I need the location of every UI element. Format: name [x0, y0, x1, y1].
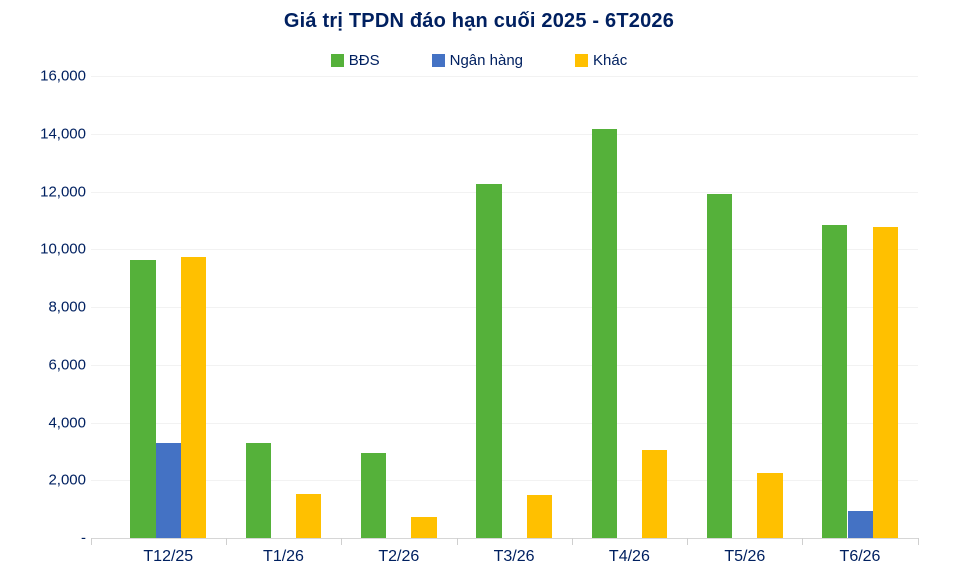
x-axis-tick [687, 538, 689, 545]
y-axis-tick-label: 2,000 [48, 471, 86, 489]
y-axis-tick-label: - [81, 529, 86, 547]
chart-title: Giá trị TPDN đáo hạn cuối 2025 - 6T2026 [283, 10, 675, 32]
y-axis-tick-label: 6,000 [48, 356, 86, 374]
legend-item-ngan-hang: Ngân hàng [431, 52, 524, 69]
x-axis-tick [341, 538, 343, 545]
legend-label: BĐS [348, 52, 380, 69]
legend-swatch-b-s-icon [330, 54, 344, 67]
gridline [91, 134, 918, 135]
bar-b-s-t4-26 [591, 128, 617, 538]
gridline [91, 249, 918, 251]
bar-khac-t1-26 [296, 493, 322, 538]
y-axis-tick-label: 4,000 [48, 414, 86, 432]
y-axis-tick-label: 8,000 [48, 298, 86, 316]
bar-b-s-t1-26 [245, 443, 271, 538]
gridline [91, 76, 918, 78]
legend-label: Khác [593, 52, 628, 69]
y-axis-tick-label: 10,000 [40, 240, 86, 258]
x-axis-tick [456, 538, 458, 545]
legend-label: Ngân hàng [449, 52, 524, 69]
bar-khac-t2-26 [411, 516, 437, 538]
x-axis-category-label: T1/26 [263, 548, 304, 565]
gridline [91, 364, 918, 366]
gridline [91, 480, 918, 482]
x-axis-line [91, 538, 918, 539]
x-axis-tick [917, 538, 919, 545]
y-axis-tick-label: 12,000 [40, 183, 86, 201]
x-axis-category-label: T6/26 [839, 548, 881, 565]
legend-item-b-s: BĐS [330, 52, 380, 69]
chart-legend: BĐS Ngân hàng Khác [0, 52, 958, 69]
x-axis-tick [225, 538, 227, 545]
gridline [91, 422, 918, 424]
x-axis-category-label: T12/25 [143, 548, 194, 565]
y-axis-tick-label: 14,000 [40, 125, 86, 143]
x-axis-category-label: T4/26 [608, 548, 650, 565]
legend-item-khac: Khác [575, 52, 627, 69]
x-axis-category-label: T2/26 [378, 548, 420, 565]
bar-khac-t5-26 [757, 473, 783, 538]
x-axis-tick [802, 538, 804, 545]
gridline [91, 191, 918, 193]
bar-b-s-t3-26 [476, 184, 502, 538]
bar-b-s-t12-25 [130, 259, 156, 538]
bar-khac-t6-26 [872, 226, 898, 538]
x-axis-tick [571, 538, 573, 545]
y-axis-tick-label: 16,000 [40, 67, 86, 85]
bar-b-s-t6-26 [822, 224, 848, 538]
bar-khac-t4-26 [642, 450, 668, 538]
legend-swatch-khac-icon [575, 54, 589, 67]
bar-khac-t12-25 [180, 256, 206, 538]
bar-b-s-t5-26 [707, 194, 733, 538]
bar-ngan-hang-t12-25 [155, 443, 181, 538]
x-axis-category-label: T5/26 [724, 548, 766, 565]
bar-b-s-t2-26 [361, 453, 387, 538]
bar-ngan-hang-t6-26 [847, 510, 873, 538]
gridline [91, 307, 918, 309]
bar-khac-t3-26 [526, 495, 552, 538]
x-axis-category-label: T3/26 [493, 548, 535, 565]
legend-swatch-ngan-hang-icon [431, 54, 445, 67]
x-axis-tick [91, 538, 92, 545]
